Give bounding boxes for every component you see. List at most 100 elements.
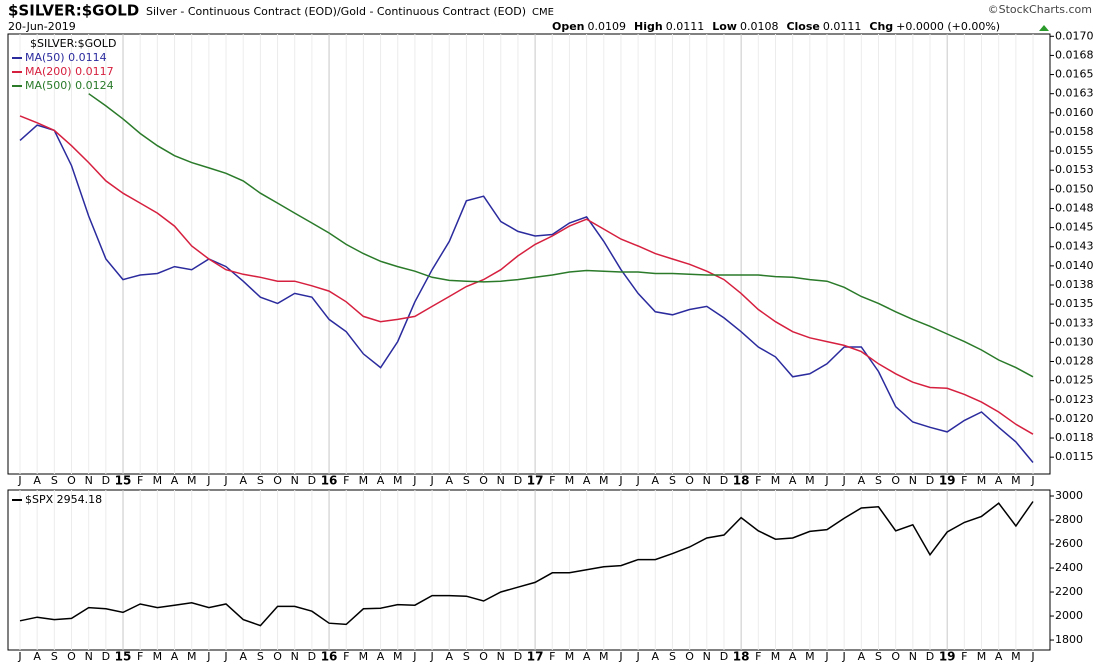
x-tick-label: F (343, 650, 349, 663)
y-tick-label: 2200 (1055, 585, 1083, 598)
quote-value: 0.0111 (666, 20, 705, 33)
x-tick-label: 19 (939, 650, 956, 664)
x-tick-label: S (51, 650, 58, 663)
y-tick-label: 0.0128 (1055, 355, 1094, 368)
legend-label: MA(50) 0.0114 (25, 51, 107, 64)
x-tick-label: 19 (939, 474, 956, 488)
x-tick-label: O (67, 650, 76, 663)
x-tick-label: N (291, 650, 299, 663)
x-tick-label: N (497, 474, 505, 487)
x-tick-label: M (393, 650, 403, 663)
y-tick-label: 0.0133 (1055, 316, 1094, 329)
quote-label: Close (786, 20, 819, 33)
x-tick-label: A (377, 650, 385, 663)
x-tick-label: M (771, 474, 781, 487)
x-tick-label: 15 (115, 650, 132, 664)
x-tick-label: A (995, 474, 1003, 487)
plot-frame (7, 489, 1051, 651)
x-tick-label: A (33, 474, 41, 487)
x-tick-label: F (343, 474, 349, 487)
x-tick-label: O (685, 650, 694, 663)
y-tick-label: 0.0158 (1055, 125, 1094, 138)
x-tick-label: A (789, 650, 797, 663)
x-tick-label: J (635, 474, 639, 487)
x-tick-label: D (308, 650, 316, 663)
y-tick-label: 0.0153 (1055, 163, 1094, 176)
x-tick-label: M (1011, 650, 1021, 663)
y-tick-label: 0.0148 (1055, 201, 1094, 214)
y-tick-label: 0.0123 (1055, 393, 1094, 406)
x-tick-label: N (703, 650, 711, 663)
x-tick-label: J (206, 650, 210, 663)
x-tick-label: N (291, 474, 299, 487)
x-tick-label: J (842, 474, 846, 487)
y-tick-label: 0.0120 (1055, 412, 1094, 425)
y-tick-label: 2400 (1055, 561, 1083, 574)
y-tick-label: 0.0163 (1055, 87, 1094, 100)
x-tick-label: M (187, 474, 197, 487)
series-line (19, 115, 1034, 435)
plot-frame (7, 33, 1051, 475)
quote-value: 0.0111 (823, 20, 862, 33)
quote-label: High (634, 20, 663, 33)
up-arrow (1039, 25, 1049, 31)
y-tick-label: 0.0168 (1055, 48, 1094, 61)
x-tick-label: A (239, 650, 247, 663)
x-tick-label: M (771, 650, 781, 663)
y-tick-label: 0.0130 (1055, 335, 1094, 348)
x-tick-label: A (171, 474, 179, 487)
exchange: CME (532, 7, 554, 18)
x-tick-label: F (755, 650, 761, 663)
x-tick-label: A (445, 650, 453, 663)
x-tick-label: D (514, 474, 522, 487)
x-tick-label: A (789, 474, 797, 487)
x-tick-label: M (1011, 474, 1021, 487)
y-tick-label: 0.0115 (1055, 450, 1094, 463)
quote-label: Chg (869, 20, 893, 33)
x-tick-label: M (805, 650, 815, 663)
x-tick-label: D (720, 474, 728, 487)
x-tick-label: M (805, 474, 815, 487)
x-tick-label: J (223, 650, 227, 663)
x-tick-label: J (1030, 650, 1034, 663)
x-tick-label: N (85, 474, 93, 487)
x-tick-label: A (239, 474, 247, 487)
x-tick-label: S (257, 474, 264, 487)
x-tick-label: M (565, 650, 575, 663)
x-tick-label: M (153, 474, 163, 487)
x-tick-label: J (1030, 474, 1034, 487)
y-tick-label: 0.0150 (1055, 182, 1094, 195)
x-tick-label: A (858, 474, 866, 487)
x-tick-label: J (824, 474, 828, 487)
y-tick-label: 3000 (1055, 489, 1083, 502)
y-tick-label: 0.0143 (1055, 240, 1094, 253)
x-tick-label: F (961, 474, 967, 487)
x-tick-label: A (445, 474, 453, 487)
x-tick-label: A (583, 650, 591, 663)
description: Silver - Continuous Contract (EOD)/Gold … (146, 5, 526, 18)
x-tick-label: O (479, 474, 488, 487)
x-tick-label: J (412, 650, 416, 663)
x-tick-label: A (583, 474, 591, 487)
y-tick-label: 2600 (1055, 537, 1083, 550)
x-tick-label: O (685, 474, 694, 487)
x-tick-label: N (497, 650, 505, 663)
x-tick-label: M (393, 474, 403, 487)
x-tick-label: S (669, 650, 676, 663)
x-tick-label: D (926, 474, 934, 487)
symbol: $SILVER:$GOLD (8, 2, 139, 20)
x-tick-label: O (273, 474, 282, 487)
date: 20-Jun-2019 (8, 20, 76, 33)
x-tick-label: F (549, 650, 555, 663)
x-tick-label: N (909, 474, 917, 487)
series-line (19, 124, 1034, 463)
y-tick-label: 1800 (1055, 633, 1083, 646)
y-tick-label: 0.0125 (1055, 374, 1094, 387)
y-tick-label: 0.0140 (1055, 259, 1094, 272)
legend-label: $SPX 2954.18 (25, 493, 102, 506)
y-tick-label: 0.0138 (1055, 278, 1094, 291)
x-tick-label: 16 (321, 650, 338, 664)
x-tick-label: 17 (527, 474, 544, 488)
x-tick-label: F (137, 650, 143, 663)
x-tick-label: A (377, 474, 385, 487)
